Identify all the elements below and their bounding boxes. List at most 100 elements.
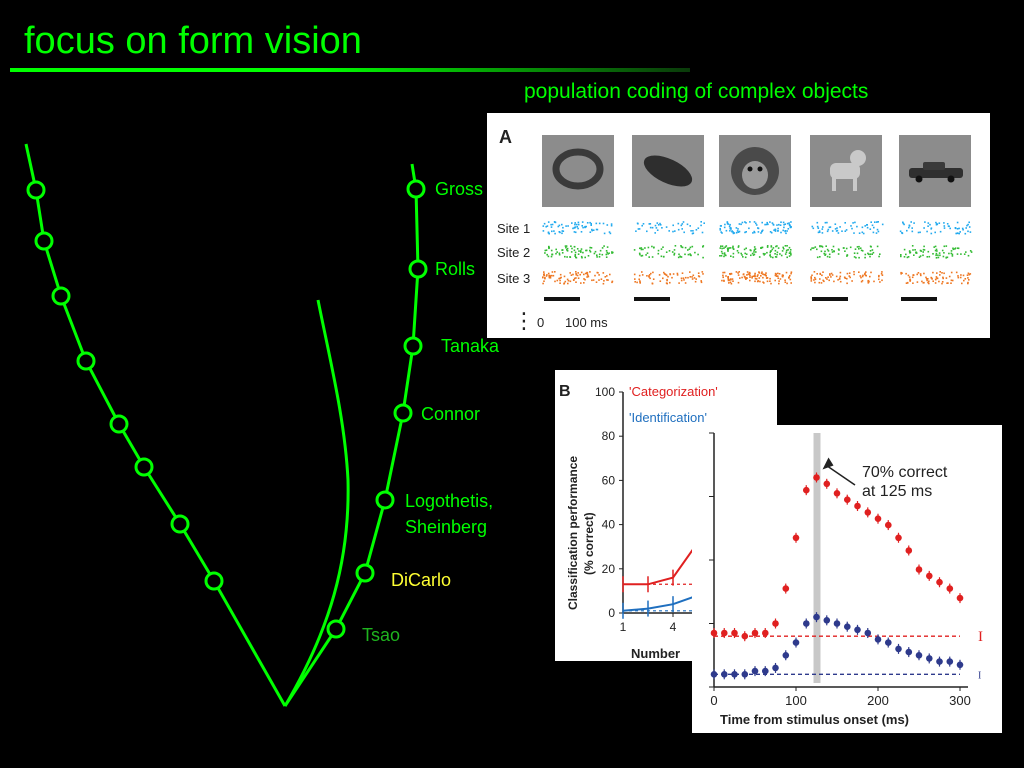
spike-mark [729, 230, 731, 232]
spike-mark [873, 226, 875, 229]
spike-mark [547, 221, 550, 223]
spike-mark [825, 277, 827, 279]
spike-mark [742, 256, 744, 258]
spike-mark [650, 272, 652, 275]
spike-mark [671, 276, 673, 279]
spike-mark [788, 222, 790, 224]
spike-mark [596, 228, 599, 231]
spike-mark [816, 256, 819, 259]
spike-mark [956, 232, 959, 235]
blob-object-image [632, 135, 704, 207]
spike-mark [605, 253, 608, 256]
spike-mark [605, 256, 608, 258]
middle-branch [283, 299, 350, 707]
spike-mark [864, 256, 866, 259]
raster-site-2 [719, 245, 792, 259]
spike-mark [828, 256, 831, 258]
spike-mark [723, 253, 726, 255]
spike-mark [558, 252, 561, 255]
scale-bar [544, 297, 580, 301]
spike-mark [943, 272, 945, 275]
spike-mark [635, 230, 637, 232]
spike-mark [727, 223, 730, 225]
spike-mark [814, 246, 817, 248]
spike-mark [826, 248, 829, 251]
scale-bar [721, 297, 757, 301]
spike-mark [644, 247, 646, 249]
spike-mark [758, 271, 760, 273]
raster-site-3 [721, 271, 793, 285]
spike-mark [561, 223, 563, 226]
spike-mark [741, 276, 743, 279]
spike-mark [915, 251, 917, 254]
spike-mark [964, 278, 967, 280]
spike-mark [595, 228, 598, 231]
spike-mark [771, 222, 774, 224]
spike-mark [876, 228, 879, 231]
spike-mark [576, 248, 579, 250]
spike-mark [657, 249, 660, 252]
spike-mark [749, 279, 751, 282]
spike-mark [967, 281, 969, 284]
spike-mark [577, 277, 580, 279]
spike-mark [956, 253, 959, 255]
spike-mark [694, 280, 697, 283]
spike-mark [839, 226, 841, 228]
spike-mark [936, 277, 939, 280]
spike-mark [829, 226, 832, 228]
spike-mark [834, 223, 837, 225]
spike-mark [639, 253, 641, 256]
spike-mark [778, 223, 780, 226]
spike-mark [846, 272, 849, 275]
spike-mark [837, 279, 839, 281]
label-gross: Gross [435, 179, 484, 199]
spike-mark [810, 248, 812, 251]
spike-mark [853, 273, 855, 276]
spike-mark [721, 245, 724, 247]
spike-mark [729, 247, 732, 249]
spike-mark [964, 232, 967, 235]
spike-mark [611, 281, 613, 284]
spike-mark [958, 232, 960, 235]
spike-mark [634, 281, 636, 283]
spike-mark [902, 221, 904, 224]
spike-mark [776, 224, 778, 226]
spike-mark [756, 275, 759, 278]
spike-mark [748, 271, 751, 274]
spike-mark [595, 222, 598, 225]
spike-mark [776, 245, 778, 247]
spike-mark [769, 280, 771, 282]
spike-mark [771, 248, 774, 251]
spike-mark [859, 275, 862, 277]
spike-mark [781, 274, 784, 276]
spike-mark [740, 252, 742, 255]
spike-mark [689, 253, 691, 255]
spike-mark [869, 228, 872, 230]
spike-mark [662, 277, 664, 280]
spike-mark [833, 280, 835, 283]
spike-mark [639, 280, 641, 282]
raster-site-2 [810, 245, 881, 259]
spike-mark [821, 232, 824, 234]
spike-mark [860, 276, 862, 279]
spike-mark [592, 229, 595, 231]
spike-mark [738, 223, 741, 225]
spike-mark [952, 247, 954, 250]
spike-mark [598, 253, 601, 256]
spike-mark [561, 230, 564, 232]
spike-mark [790, 221, 792, 223]
spike-mark [786, 222, 789, 225]
spike-mark [600, 278, 603, 280]
spike-mark [665, 251, 668, 253]
spike-mark [554, 271, 556, 273]
spike-mark [853, 252, 856, 254]
spike-mark [674, 245, 677, 247]
spike-mark [642, 248, 644, 251]
spike-mark [764, 273, 767, 276]
spike-mark [721, 252, 724, 255]
spike-mark [869, 245, 872, 248]
spike-mark [611, 251, 613, 253]
spike-mark [849, 276, 851, 279]
spike-mark [963, 253, 966, 255]
data-point-categorization [844, 496, 851, 503]
